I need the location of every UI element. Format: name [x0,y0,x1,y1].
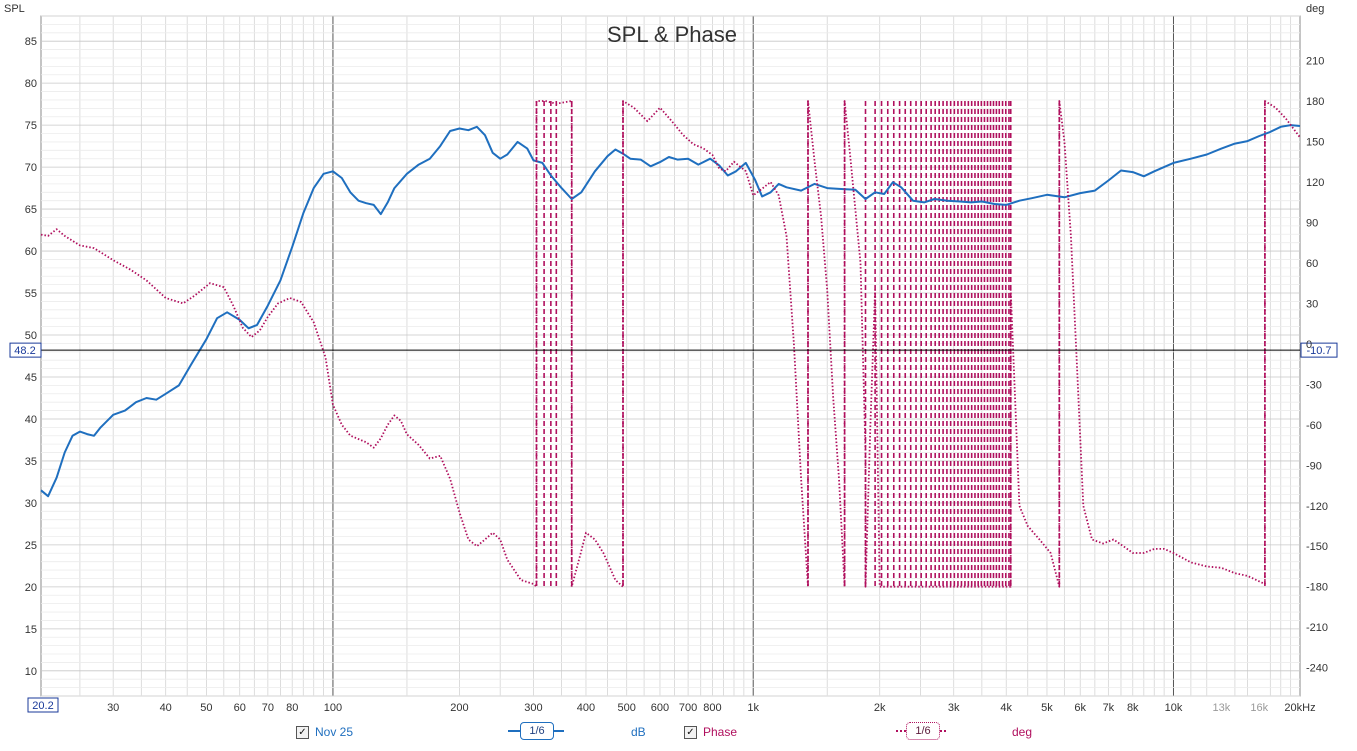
series1-name: Nov 25 [315,725,354,739]
x-tick-label: 60 [234,702,246,714]
right-tick-label: -60 [1306,420,1322,432]
right-tick-label: -30 [1306,379,1322,391]
left-tick-label: 20 [25,582,37,594]
cursor-left-box [9,342,42,358]
series-layer [40,100,1301,588]
series2-checkbox[interactable]: ✓ [684,725,697,739]
left-axis-label: SPL [4,3,25,15]
x-tick-label: 300 [524,702,542,714]
left-tick-label: 30 [25,498,37,510]
left-tick-label: 40 [25,414,37,426]
x-tick-label: 600 [651,702,669,714]
x-tick-label: 700 [679,702,697,714]
x-tick-label: 500 [618,702,636,714]
x-tick-label: 50 [200,702,212,714]
x-tick-label: 8k [1127,702,1139,714]
x-tick-label: 2k [874,702,886,714]
left-tick-label: 65 [25,204,37,216]
x-tick-label: 5k [1041,702,1053,714]
cursor-right-box [1300,342,1338,358]
left-tick-label: 10 [25,666,37,678]
right-tick-label: 60 [1306,258,1318,270]
x-tick-label: 16k [1250,702,1268,714]
right-tick-label: -180 [1306,582,1328,594]
x-tick-label: 3k [948,702,960,714]
right-tick-label: 90 [1306,217,1318,229]
series1-checkbox[interactable]: ✓ [296,725,309,739]
right-tick-label: -120 [1306,501,1328,513]
right-tick-label: 30 [1306,298,1318,310]
x-tick-label: 30 [107,702,119,714]
x-tick-label: 13k [1212,702,1230,714]
x-tick-label: 10k [1165,702,1183,714]
x-tick-label: 70 [262,702,274,714]
legend-series2-toggle[interactable]: ✓ Phase [684,724,737,740]
right-axis-label: deg [1306,3,1324,15]
axis-labels: 10 15 20 25 30 35 40 45 50 55 60 65 70 75 80 85 -240 -210… [25,36,1328,714]
x-tick-label: 40 [160,702,172,714]
right-tick-label: 180 [1306,96,1324,108]
legend-series1-toggle[interactable]: ✓ Nov 25 [296,724,353,740]
left-tick-label: 75 [25,120,37,132]
right-tick-label: -150 [1306,541,1328,553]
left-tick-label: 60 [25,246,37,258]
left-tick-label: 50 [25,330,37,342]
cursor-left-value: 48.2 [14,345,35,357]
left-tick-label: 85 [25,36,37,48]
series2-unit: deg [1012,725,1033,739]
cursor-right-value: -10.7 [1306,345,1331,357]
left-tick-label: 55 [25,288,37,300]
right-tick-label: 0 [1306,339,1312,351]
chart-title: SPL & Phase [607,22,737,47]
right-tick-label: -210 [1306,622,1328,634]
phase-wrap-lines [535,101,1266,587]
series1-smoothing[interactable]: 1/6 [520,722,554,740]
left-tick-label: 45 [25,372,37,384]
x-tick-label: 100 [324,702,342,714]
x-tick-label: 7k [1103,702,1115,714]
x-tick-label: 20kHz [1284,702,1315,714]
right-tick-label: 150 [1306,136,1324,148]
x-tick-label: 400 [577,702,595,714]
x-tick-label: 1k [747,702,759,714]
cursor-x-box [27,697,59,713]
x-tick-label: 200 [450,702,468,714]
right-tick-label: -240 [1306,663,1328,675]
series2-name: Phase [703,725,738,739]
x-tick-label: 80 [286,702,298,714]
left-tick-label: 25 [25,540,37,552]
right-tick-label: 120 [1306,177,1324,189]
left-tick-label: 80 [25,78,37,90]
cursor-x-value: 20.2 [32,700,53,712]
phase-series-line [40,100,1301,588]
x-tick-label: 800 [703,702,721,714]
x-tick-label: 4k [1000,702,1012,714]
series1-unit: dB [631,725,646,739]
series2-smoothing[interactable]: 1/6 [906,722,940,740]
left-tick-label: 15 [25,624,37,636]
right-tick-label: 210 [1306,56,1324,68]
left-tick-label: 70 [25,162,37,174]
spl-series-line [40,124,1301,498]
cursor-layer: 48.2 -10.7 20.2 [9,342,1338,713]
left-tick-label: 35 [25,456,37,468]
right-tick-label: -90 [1306,460,1322,472]
plot-area [40,15,1301,697]
x-tick-label: 6k [1074,702,1086,714]
